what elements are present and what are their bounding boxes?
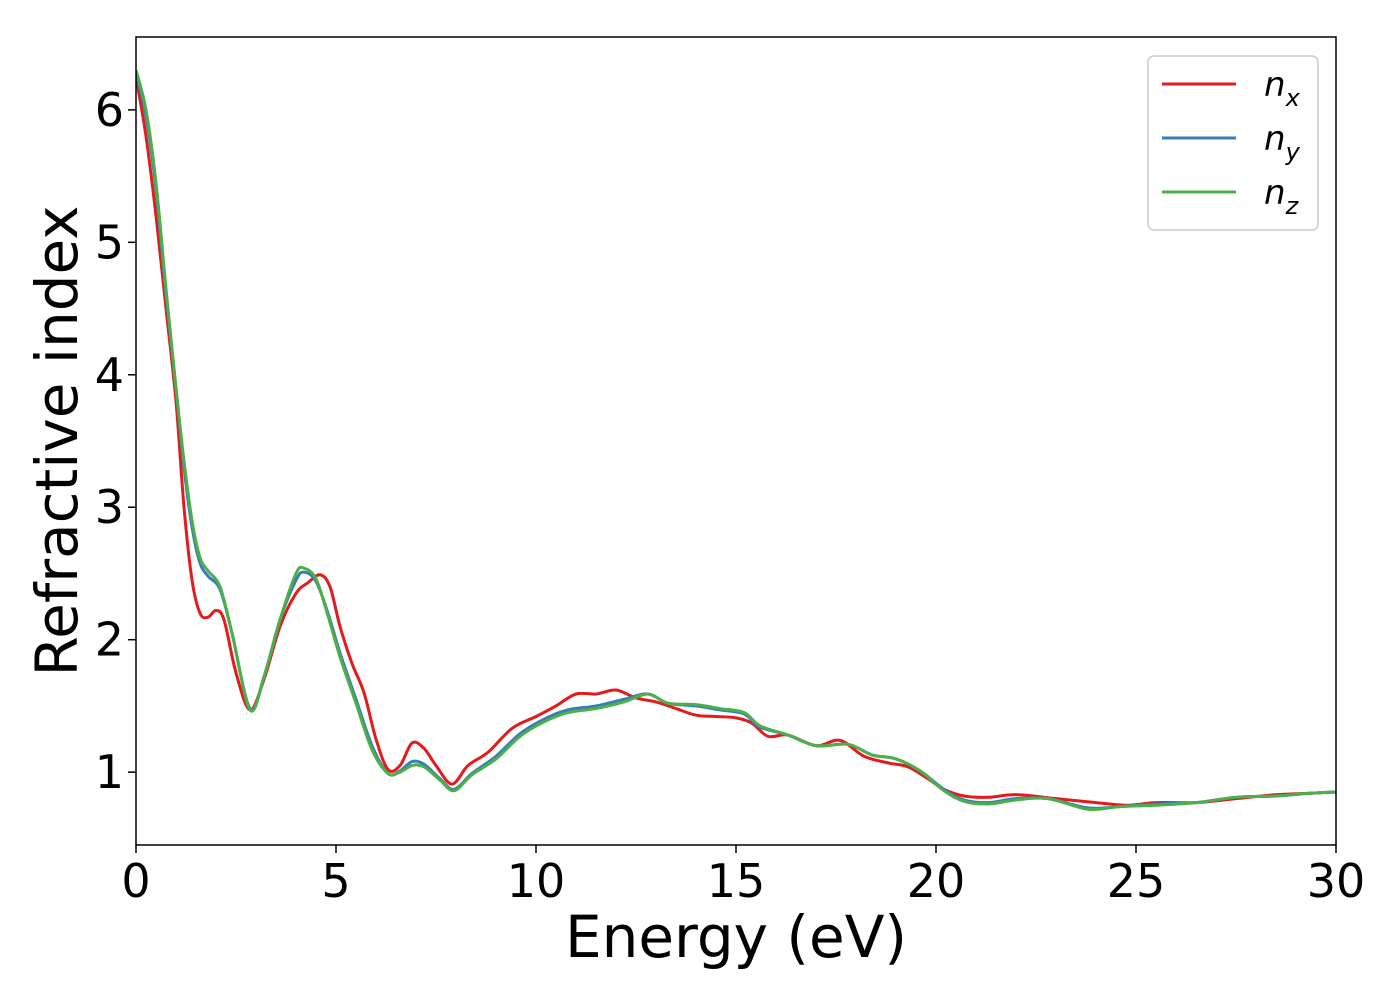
x-tick-label: 10 — [507, 854, 566, 908]
y-tick-label: 5 — [95, 215, 124, 269]
x-axis: 0 5 10 15 20 25 30 — [121, 845, 1365, 908]
y-tick-label: 4 — [95, 348, 124, 402]
x-tick-label: 20 — [907, 854, 966, 908]
x-tick-label: 25 — [1107, 854, 1166, 908]
y-tick-label: 6 — [95, 83, 124, 137]
y-axis: 1 2 3 4 5 6 — [95, 83, 136, 799]
series-line-n-x — [136, 76, 1336, 807]
x-tick-label: 15 — [707, 854, 766, 908]
y-tick-label: 1 — [95, 745, 124, 799]
x-axis-label: Energy (eV) — [565, 903, 907, 971]
series-lines — [136, 69, 1336, 812]
legend-box — [1147, 55, 1319, 231]
y-tick-label: 3 — [95, 480, 124, 534]
x-tick-label: 5 — [321, 854, 350, 908]
series-line-n-z — [136, 69, 1336, 812]
y-axis-label: Refractive index — [23, 205, 91, 676]
x-tick-label: 0 — [121, 854, 150, 908]
y-tick-label: 2 — [95, 613, 124, 667]
x-tick-label: 30 — [1307, 854, 1366, 908]
